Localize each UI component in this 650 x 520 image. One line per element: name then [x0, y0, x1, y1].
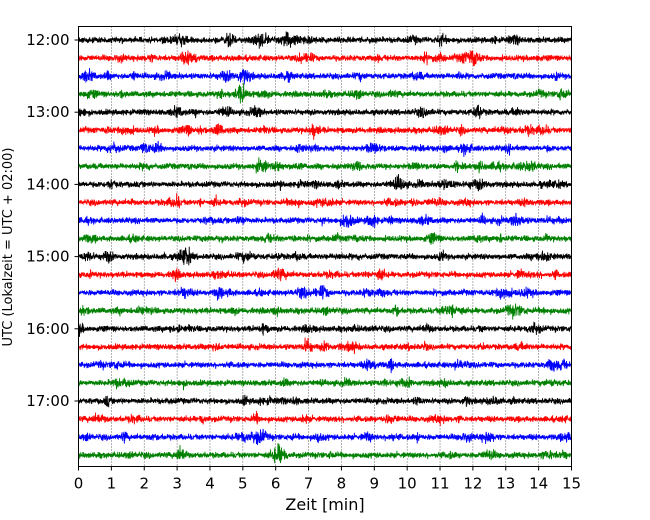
y-axis-label: UTC (Lokalzeit = UTC + 02:00) — [1, 148, 16, 347]
trace-line — [78, 303, 572, 320]
x-tick-label: 13 — [496, 475, 515, 493]
trace-line — [78, 193, 572, 209]
trace-line — [78, 376, 572, 391]
x-axis-label: Zeit [min] — [285, 495, 364, 514]
plot-frame — [78, 26, 572, 467]
trace-line — [78, 31, 572, 49]
traces — [78, 31, 572, 464]
y-tick-label: 15:00 — [26, 248, 69, 266]
trace-line — [78, 123, 572, 140]
x-tick-label: 4 — [205, 475, 215, 493]
x-tick-label: 11 — [430, 475, 449, 493]
trace-line — [78, 285, 572, 301]
x-tick-label: 9 — [370, 475, 380, 493]
y-tick-label: 12:00 — [26, 31, 69, 49]
trace-line — [78, 140, 572, 157]
trace-line — [78, 267, 572, 283]
trace-line — [78, 358, 572, 374]
x-tick-label: 0 — [74, 475, 84, 493]
trace-line — [78, 104, 572, 120]
trace-line — [78, 174, 572, 192]
x-tick-label: 14 — [529, 475, 548, 493]
y-tick-label: 17:00 — [26, 392, 69, 410]
x-tick-label: 15 — [562, 475, 581, 493]
trace-line — [78, 50, 572, 66]
x-tick-label: 7 — [304, 475, 314, 493]
y-tick-label: 16:00 — [26, 320, 69, 338]
y-tick-label: 14:00 — [26, 175, 69, 193]
trace-line — [78, 212, 572, 228]
x-tick-label: 6 — [271, 475, 281, 493]
trace-line — [78, 68, 572, 85]
trace-line — [78, 394, 572, 408]
trace-line — [78, 337, 572, 355]
trace-line — [78, 428, 572, 446]
trace-line — [78, 443, 572, 464]
trace-line — [78, 246, 572, 266]
x-tick-label: 12 — [463, 475, 482, 493]
x-tick-label: 3 — [172, 475, 182, 493]
trace-line — [78, 232, 572, 245]
x-tick-label: 10 — [398, 475, 417, 493]
trace-line — [78, 321, 572, 337]
x-ticks: 0 1 2 3 4 5 6 7 8 9 10 11 12 13 14 15 — [74, 466, 581, 493]
y-ticks: 12:00 13:00 14:00 15:00 16:00 17:00 — [26, 31, 79, 410]
trace-line — [78, 157, 572, 174]
x-tick-label: 2 — [139, 475, 149, 493]
x-tick-label: 8 — [337, 475, 347, 493]
trace-line — [78, 410, 572, 426]
x-tick-label: 5 — [238, 475, 248, 493]
y-tick-label: 13:00 — [26, 103, 69, 121]
grid-lines — [111, 26, 539, 467]
trace-line — [78, 82, 572, 104]
x-tick-label: 1 — [107, 475, 117, 493]
